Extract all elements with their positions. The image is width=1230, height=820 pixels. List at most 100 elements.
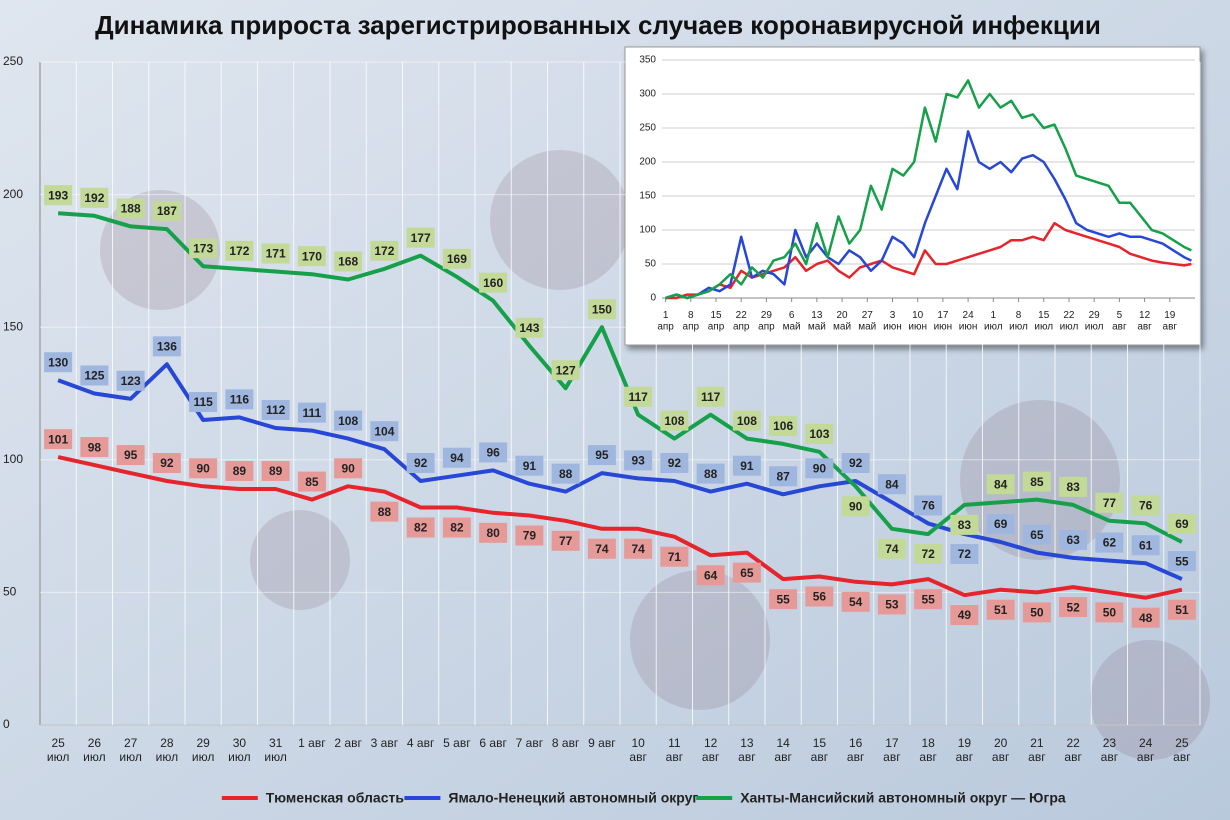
x-tick-label: 3 авг — [371, 736, 399, 750]
data-label: 172 — [229, 244, 249, 258]
data-label: 55 — [776, 592, 790, 606]
data-label: 89 — [269, 464, 283, 478]
data-label: 51 — [1175, 603, 1189, 617]
data-label: 90 — [849, 499, 863, 513]
data-label-box — [116, 445, 145, 466]
data-label-box — [1095, 602, 1124, 623]
data-label: 65 — [740, 566, 754, 580]
data-label-box — [442, 517, 471, 538]
data-label: 51 — [994, 603, 1008, 617]
data-label: 143 — [519, 321, 539, 335]
data-label-box — [1131, 495, 1160, 516]
data-label-box — [587, 538, 616, 559]
data-label-box — [805, 586, 834, 607]
x-tick-label: 7 авг — [516, 736, 544, 750]
x-tick-label: 16 авг — [847, 736, 865, 764]
data-label-box — [515, 317, 544, 338]
data-label-box — [1167, 599, 1196, 620]
data-label-box — [624, 450, 653, 471]
x-tick-label: 20 авг — [992, 736, 1010, 764]
data-label-box — [370, 501, 399, 522]
data-label-box — [225, 460, 254, 481]
data-label-box — [515, 525, 544, 546]
data-label: 79 — [523, 529, 537, 543]
data-label-box — [660, 453, 689, 474]
data-label: 69 — [1175, 517, 1189, 531]
x-tick-label: 17 авг — [883, 736, 901, 764]
data-label: 61 — [1139, 538, 1153, 552]
data-label: 65 — [1030, 528, 1044, 542]
data-label-box — [696, 463, 725, 484]
data-label-box — [950, 544, 979, 565]
x-tick-label: 8 авг — [552, 736, 580, 750]
data-label-box — [805, 423, 834, 444]
data-label: 171 — [266, 247, 286, 261]
y-tick-label: 250 — [639, 123, 656, 134]
data-label-box — [442, 248, 471, 269]
data-label-box — [297, 246, 326, 267]
data-label-box — [1022, 471, 1051, 492]
x-tick-label: 10 авг — [629, 736, 647, 764]
data-label-box — [1022, 602, 1051, 623]
data-label: 76 — [1139, 499, 1153, 513]
data-label: 92 — [160, 456, 174, 470]
legend-label: Ямало-Ненецкий автономный округ — [448, 790, 698, 806]
x-tick-label: 13 май — [808, 310, 826, 333]
data-label-box — [1095, 492, 1124, 513]
data-label: 90 — [341, 461, 355, 475]
data-label: 111 — [303, 406, 322, 420]
x-tick-label: 20 май — [833, 310, 851, 333]
x-tick-label: 26 июл — [83, 736, 105, 764]
data-label-box — [769, 466, 798, 487]
data-label-box — [950, 514, 979, 535]
data-label: 88 — [378, 505, 392, 519]
y-tick-label: 150 — [639, 191, 656, 202]
data-label-box — [551, 463, 580, 484]
x-tick-label: 29 июл — [1085, 310, 1104, 333]
data-label: 71 — [668, 550, 682, 564]
x-tick-label: 12 авг — [1137, 310, 1152, 333]
x-tick-label: 17 июн — [934, 310, 953, 333]
data-label: 96 — [486, 446, 500, 460]
x-tick-label: 15 апр — [708, 310, 725, 333]
data-label: 85 — [1030, 475, 1044, 489]
data-label: 50 — [1103, 606, 1117, 620]
data-label-box — [914, 544, 943, 565]
x-tick-label: 8 июл — [1009, 310, 1028, 333]
y-tick-label: 0 — [650, 293, 656, 304]
data-label-box — [1131, 535, 1160, 556]
data-label: 123 — [121, 374, 141, 388]
data-label-box — [80, 365, 109, 386]
data-label: 64 — [704, 568, 718, 582]
x-tick-label: 22 авг — [1064, 736, 1082, 764]
y-tick-label: 200 — [639, 157, 656, 168]
x-tick-label: 31 июл — [264, 736, 286, 764]
x-tick-label: 10 июн — [908, 310, 927, 333]
x-tick-label: 19 авг — [1163, 310, 1178, 333]
data-label: 101 — [48, 432, 68, 446]
data-label: 106 — [773, 419, 793, 433]
data-label: 92 — [414, 456, 428, 470]
x-tick-label: 22 июл — [1060, 310, 1079, 333]
data-label: 150 — [592, 302, 612, 316]
data-label: 130 — [48, 355, 68, 369]
data-label-box — [986, 599, 1015, 620]
data-label-box — [152, 336, 181, 357]
data-label: 80 — [486, 526, 500, 540]
data-label-box — [44, 429, 73, 450]
x-tick-label: 27 июл — [119, 736, 141, 764]
x-tick-label: 14 авг — [774, 736, 792, 764]
data-label-box — [297, 402, 326, 423]
data-label: 48 — [1139, 611, 1153, 625]
x-tick-label: 6 авг — [479, 736, 507, 750]
data-label: 53 — [885, 598, 899, 612]
data-label: 55 — [921, 592, 935, 606]
x-tick-label: 1 авг — [298, 736, 326, 750]
data-label: 50 — [1030, 606, 1044, 620]
data-label: 95 — [595, 448, 609, 462]
data-label: 52 — [1066, 600, 1080, 614]
data-label-box — [189, 238, 218, 259]
data-label: 69 — [994, 517, 1008, 531]
